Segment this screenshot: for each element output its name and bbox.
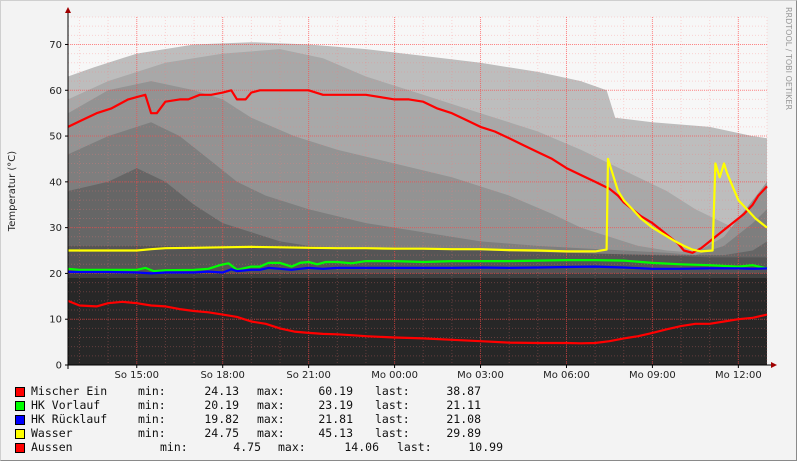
x-tick-label: Mo 09:00 xyxy=(629,370,676,381)
legend-series-name: HK Vorlauf xyxy=(31,398,101,412)
legend-max-value: 45.13 xyxy=(318,426,353,440)
legend-min-value: 24.13 xyxy=(204,384,239,398)
axes xyxy=(65,7,777,369)
legend-last-value: 38.87 xyxy=(446,384,481,398)
legend-min-label: min: xyxy=(138,412,166,426)
x-axis-arrow xyxy=(771,362,777,368)
y-tick-label: 20 xyxy=(49,269,62,280)
legend-swatch xyxy=(15,443,25,453)
y-axis-arrow xyxy=(65,7,71,13)
legend-swatch xyxy=(15,401,25,411)
y-tick-label: 70 xyxy=(49,40,62,51)
series-line-hk-vorlauf xyxy=(67,259,768,273)
x-tick-label: Mo 12:00 xyxy=(715,370,762,381)
x-tick-label: Mo 03:00 xyxy=(457,370,504,381)
tick-labels: 0 10 20 30 40 50 60 70 So 15:00 So 18:00 So 21:00 M… xyxy=(49,40,761,381)
y-tick-label: 60 xyxy=(49,86,62,97)
x-tick-label: So 18:00 xyxy=(200,370,244,381)
legend-row: Wasser min: 24.75 max: 45.13 last: 29.89 xyxy=(15,426,575,440)
temperature-chart: 0 10 20 30 40 50 60 70 So 15:00 So 18:00 So 21:00 M… xyxy=(7,7,793,381)
x-tick-label: So 15:00 xyxy=(115,370,159,381)
legend-max-label: max: xyxy=(257,412,285,426)
legend-last-value: 29.89 xyxy=(446,426,481,440)
series-line-mischer-ein xyxy=(67,89,768,254)
legend-max-value: 21.81 xyxy=(318,412,353,426)
legend-last-label: last: xyxy=(375,384,410,398)
legend-min-value: 19.82 xyxy=(204,412,239,426)
legend-min-label: min: xyxy=(160,440,188,454)
legend-last-label: last: xyxy=(375,412,410,426)
legend-row: HK Vorlauf min: 20.19 max: 23.19 last: 21.11 xyxy=(15,398,575,412)
series-line-aussen xyxy=(67,299,768,345)
legend-series-name: Aussen xyxy=(31,440,73,454)
legend-last-value: 21.08 xyxy=(446,412,481,426)
legend-row: HK Rücklauf min: 19.82 max: 21.81 last: 21.08 xyxy=(15,412,575,426)
background-band-8 xyxy=(68,278,767,365)
y-tick-label: 10 xyxy=(49,315,62,326)
legend-swatch xyxy=(15,415,25,425)
x-tick-label: Mo 06:00 xyxy=(543,370,590,381)
series-line-wasser xyxy=(68,157,768,253)
legend-max-label: max: xyxy=(257,384,285,398)
legend-series-name: Wasser xyxy=(31,426,73,440)
legend-min-value: 4.75 xyxy=(233,440,261,454)
legend-max-label: max: xyxy=(257,426,285,440)
y-tick-label: 50 xyxy=(49,132,62,143)
x-tick-label: Mo 00:00 xyxy=(371,370,418,381)
legend-max-value: 14.06 xyxy=(344,440,379,454)
legend-swatch xyxy=(15,429,25,439)
legend-row: Mischer Ein min: 24.13 max: 60.19 last: 38.87 xyxy=(15,384,575,398)
legend-last-label: last: xyxy=(375,398,410,412)
legend-row: Aussen min: 4.75 max: 14.06 last: 10.99 xyxy=(15,440,575,454)
legend-last-value: 21.11 xyxy=(446,398,481,412)
y-tick-label: 0 xyxy=(56,361,62,372)
legend-series-name: HK Rücklauf xyxy=(31,412,108,426)
legend-max-label: max: xyxy=(278,440,306,454)
y-tick-label: 40 xyxy=(49,177,62,188)
legend-max-value: 60.19 xyxy=(318,384,353,398)
legend-last-label: last: xyxy=(375,426,410,440)
series-lines xyxy=(67,89,768,345)
legend-min-value: 20.19 xyxy=(204,398,239,412)
legend-last-label: last: xyxy=(397,440,432,454)
y-tick-label: 30 xyxy=(49,223,62,234)
legend-swatch xyxy=(15,387,25,397)
legend-min-value: 24.75 xyxy=(204,426,239,440)
legend-min-label: min: xyxy=(138,384,166,398)
y-axis-label: Temperatur (°C) xyxy=(7,151,18,232)
grid xyxy=(68,16,768,366)
watermark: RRDTOOL / TOBI OETIKER xyxy=(784,7,793,110)
legend: Mischer Ein min: 24.13 max: 60.19 last: 38.87 H… xyxy=(15,384,575,454)
legend-min-label: min: xyxy=(138,426,166,440)
legend-max-label: max: xyxy=(257,398,285,412)
series-line-hk-r-cklauf xyxy=(68,265,768,275)
legend-last-value: 10.99 xyxy=(468,440,503,454)
legend-max-value: 23.19 xyxy=(318,398,353,412)
legend-min-label: min: xyxy=(138,398,166,412)
x-tick-label: So 21:00 xyxy=(286,370,330,381)
legend-series-name: Mischer Ein xyxy=(31,384,108,398)
